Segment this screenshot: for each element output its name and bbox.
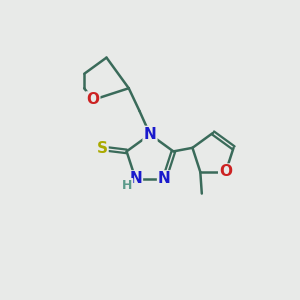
Text: O: O [219,164,232,179]
Text: N: N [144,127,156,142]
Text: N: N [158,171,171,186]
Text: H: H [122,179,132,192]
Text: N: N [129,171,142,186]
Text: S: S [97,141,107,156]
Text: O: O [86,92,99,107]
